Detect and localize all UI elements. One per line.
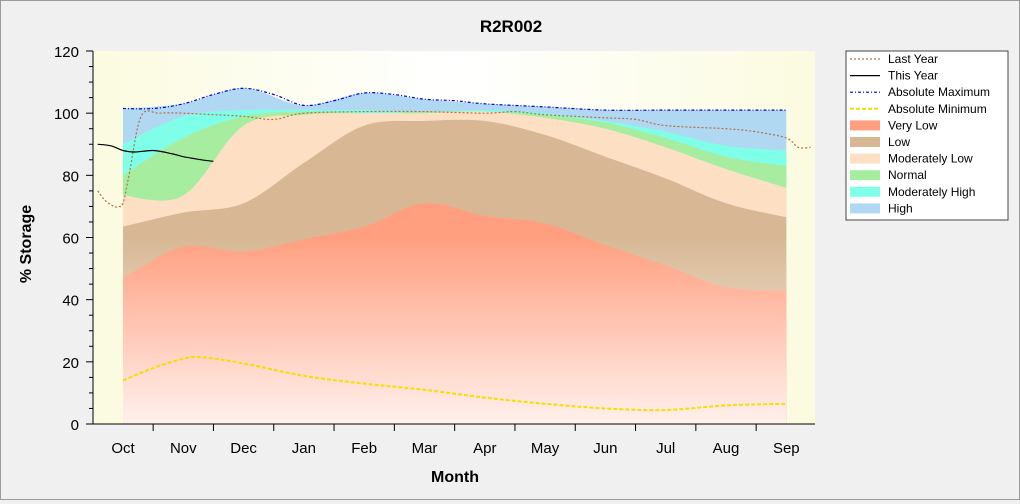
y-tick-label: 60 [62,231,79,248]
y-tick-label: 20 [62,355,79,372]
legend: Last Year This Year Absolute Maximum Absolu… [845,50,1009,221]
legend-entry: Very Low [888,118,938,132]
series-lines [97,87,811,412]
legend-swatch [850,203,880,214]
legend-entry: Low [888,135,910,149]
legend-swatch [850,186,880,197]
x-axis-label: Month [431,469,479,486]
legend-entry: Moderately Low [888,152,973,166]
line-last-year [97,110,811,208]
x-tick-label: Jun [593,440,617,457]
legend-swatch [850,153,880,164]
line-this-year [97,143,214,162]
x-tick-label: Jul [656,440,675,457]
x-tick-label: Oct [111,440,135,457]
legend-swatch [850,120,880,131]
x-tick-label: Nov [170,440,197,457]
legend-entry: Normal [888,168,927,182]
y-tick-label: 40 [62,293,79,310]
band-areas [123,88,787,425]
legend-entry: Absolute Minimum [888,102,987,116]
x-tick-label: Aug [713,440,740,457]
x-tick-label: Feb [351,440,377,457]
y-tick-label: 100 [54,106,79,123]
y-tick-label: 80 [62,168,79,185]
y-tick-label: 120 [54,44,79,61]
legend-entry: Last Year [888,52,938,66]
x-tick-label: Mar [412,440,438,457]
legend-entry: This Year [888,69,938,83]
x-tick-label: May [531,440,560,457]
y-tick-label: 0 [71,417,79,434]
legend-swatch [850,137,880,147]
x-tick-label: Dec [230,440,257,457]
y-axis-label: % Storage [18,205,35,283]
line-absolute-maximum [122,87,787,111]
x-tick-label: Apr [473,440,496,457]
legend-entry: Moderately High [888,185,975,199]
chart-title: R2R002 [480,17,542,36]
x-tick-label: Jan [292,440,316,457]
legend-swatch [850,170,880,181]
legend-entry: Absolute Maximum [888,85,990,99]
x-tick-label: Sep [773,440,800,457]
legend-entry: High [888,201,913,215]
axes: 0 20 40 60 80 100 120 Oct Nov Dec Jan Feb Mar Apr May J… [54,44,815,457]
line-absolute-minimum [122,355,787,412]
band-fade [123,237,787,424]
